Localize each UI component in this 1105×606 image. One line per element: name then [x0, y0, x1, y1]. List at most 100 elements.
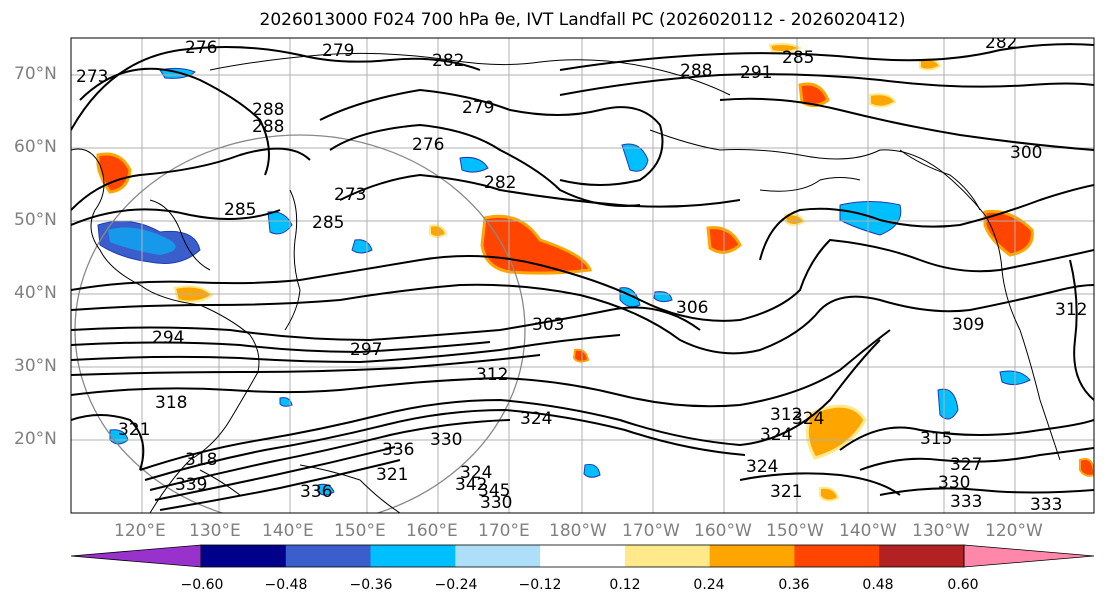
contour-label: 312	[770, 405, 802, 425]
lat-label-30n: 30°N	[14, 356, 57, 376]
lon-label: 130°E	[189, 521, 241, 541]
shading-negative	[583, 464, 601, 478]
colorbar-tick: −0.12	[518, 577, 562, 593]
contour-label: 333	[950, 492, 982, 512]
contour-label: 306	[676, 298, 708, 318]
shading-positive	[1079, 458, 1094, 477]
contour-label: 282	[985, 33, 1017, 53]
contour-label: 294	[152, 328, 184, 348]
lon-label: 120°W	[985, 521, 1043, 541]
contour-label: 336	[300, 482, 332, 502]
lat-label-50n: 50°N	[14, 210, 57, 230]
contour-label: 291	[740, 63, 772, 83]
map-panel: 276 279 282 273 288 291 285 282 279 276 …	[70, 33, 1095, 515]
contour-label: 285	[312, 213, 344, 233]
colorbar-cell	[624, 545, 711, 567]
contour-label: 324	[460, 463, 492, 483]
contour-labels: 276 279 282 273 288 291 285 282 279 276 …	[76, 33, 1087, 515]
figure-title: 2026013000 F024 700 hPa θe, IVT Landfall…	[259, 10, 906, 30]
shading-negative	[317, 483, 335, 496]
contour-label: 324	[792, 409, 824, 429]
contour-label: 324	[746, 457, 778, 477]
shading-positive	[819, 486, 840, 502]
colorbar-extend-low	[70, 544, 202, 568]
contour-label: 279	[462, 98, 494, 118]
contour-label: 285	[782, 48, 814, 68]
lon-label: 170°W	[622, 521, 680, 541]
lat-label-40n: 40°N	[14, 283, 57, 303]
contour-label: 288	[252, 100, 284, 120]
contour-label: 285	[224, 200, 256, 220]
shading-negative	[279, 397, 293, 407]
colorbar	[70, 544, 1095, 568]
shading-positive	[96, 152, 132, 194]
contour-label: 309	[952, 315, 984, 335]
contour-label: 279	[322, 41, 354, 61]
colorbar-tick: −0.60	[180, 577, 224, 593]
contour-label: 273	[76, 67, 108, 87]
colorbar-tick: 0.48	[862, 577, 894, 593]
colorbar-tick: −0.24	[434, 577, 478, 593]
shading-positive	[798, 82, 830, 107]
contour-label: 339	[175, 475, 207, 495]
lon-label: 170°E	[478, 521, 530, 541]
shading-positive	[869, 93, 897, 108]
contour-label: 330	[430, 430, 462, 450]
shading-positive	[805, 404, 867, 460]
contour-label: 282	[484, 173, 516, 193]
colorbar-frame	[200, 544, 965, 568]
lat-label-60n: 60°N	[14, 137, 57, 157]
contour-label: 300	[1010, 143, 1042, 163]
colorbar-extend-high	[963, 544, 1095, 568]
contour-label: 327	[950, 455, 982, 475]
colorbar-tick: 0.36	[778, 577, 810, 593]
contour-label: 330	[938, 473, 970, 493]
colorbar-cell	[879, 545, 965, 567]
contour-label: 345	[478, 481, 510, 501]
lon-label: 120°E	[114, 521, 166, 541]
lon-label: 180°W	[549, 521, 607, 541]
contour-label: 288	[252, 117, 284, 137]
colorbar-cell	[540, 545, 626, 567]
shading-negative	[459, 157, 489, 173]
colorbar-tick: 0.24	[693, 577, 725, 593]
lon-label: 130°W	[912, 521, 970, 541]
colorbar-cell	[370, 545, 456, 567]
colorbar-cell	[201, 545, 287, 567]
colorbar-tick: 0.12	[609, 577, 641, 593]
contour-label: 315	[920, 429, 952, 449]
lon-label: 160°W	[694, 521, 752, 541]
shading-positive	[983, 209, 1034, 257]
contour-label: 297	[350, 340, 382, 360]
shading-negative	[621, 143, 649, 172]
contour-label: 321	[118, 420, 150, 440]
lon-label: 140°W	[839, 521, 897, 541]
colorbar-cell	[455, 545, 541, 567]
shading-positive	[783, 213, 806, 226]
contour-label: 336	[382, 440, 414, 460]
contour-label: 303	[532, 315, 564, 335]
map-frame	[70, 37, 1095, 514]
contour-label: 330	[480, 493, 512, 513]
shading-positive	[572, 348, 590, 363]
shading-negative	[267, 211, 293, 235]
lon-label: 150°E	[334, 521, 386, 541]
shading-positive	[768, 43, 803, 53]
contour-label: 321	[376, 465, 408, 485]
colorbar-cell	[285, 545, 372, 567]
lat-label-70n: 70°N	[14, 64, 57, 84]
contour-label: 333	[1030, 495, 1062, 515]
contour-label: 342	[455, 475, 487, 495]
contour-label: 321	[770, 482, 802, 502]
colorbar-cell	[794, 545, 880, 567]
contour-label: 288	[680, 61, 712, 81]
colorbar-cell	[709, 545, 795, 567]
contour-label: 312	[476, 365, 508, 385]
contour-label: 282	[432, 51, 464, 71]
colorbar-tick: −0.36	[349, 577, 393, 593]
contour-label: 276	[185, 38, 217, 58]
contour-label: 324	[760, 425, 792, 445]
theta-e-contours	[71, 43, 1094, 511]
contour-label: 273	[334, 185, 366, 205]
lat-label-20n: 20°N	[14, 429, 57, 449]
